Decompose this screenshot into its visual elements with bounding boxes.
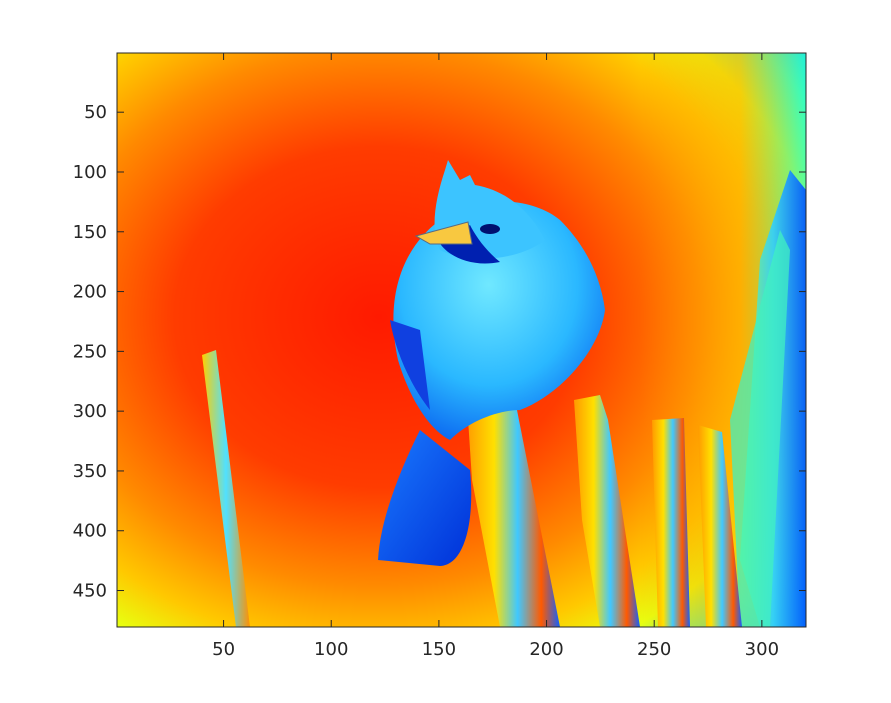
left-stick: [202, 350, 250, 627]
y-tick-label: 300: [73, 401, 107, 422]
y-tick-label: 100: [73, 162, 107, 183]
bird-body: [393, 201, 605, 440]
post-right-3: [698, 425, 742, 627]
y-tick-label: 250: [73, 341, 107, 362]
y-axis: 50 100 150 200 250 300 350 400 450: [73, 102, 806, 602]
bird-beak: [414, 221, 473, 245]
y-tick-label: 50: [84, 102, 107, 123]
y-tick-label: 200: [73, 282, 107, 303]
axes-frame: [116, 52, 807, 628]
bird-tail: [378, 430, 472, 566]
bird-eye: [480, 224, 500, 234]
y-tick-label: 400: [73, 521, 107, 542]
x-tick-label: 200: [529, 639, 563, 660]
y-tick-label: 150: [73, 222, 107, 243]
x-tick-label: 100: [314, 639, 348, 660]
heatmap-image: [117, 53, 806, 627]
x-tick-label: 250: [637, 639, 671, 660]
post-right-2: [652, 418, 690, 627]
y-tick-label: 450: [73, 581, 107, 602]
post-center: [466, 380, 560, 627]
x-tick-label: 50: [212, 639, 235, 660]
x-axis: 50 100 150 200 250 300: [212, 53, 779, 660]
bird-wing: [390, 320, 430, 410]
grass-blade-2: [730, 230, 790, 627]
post-right-1: [574, 395, 640, 627]
x-tick-label: 150: [422, 639, 456, 660]
x-tick-label: 300: [745, 639, 779, 660]
y-tick-label: 350: [73, 461, 107, 482]
